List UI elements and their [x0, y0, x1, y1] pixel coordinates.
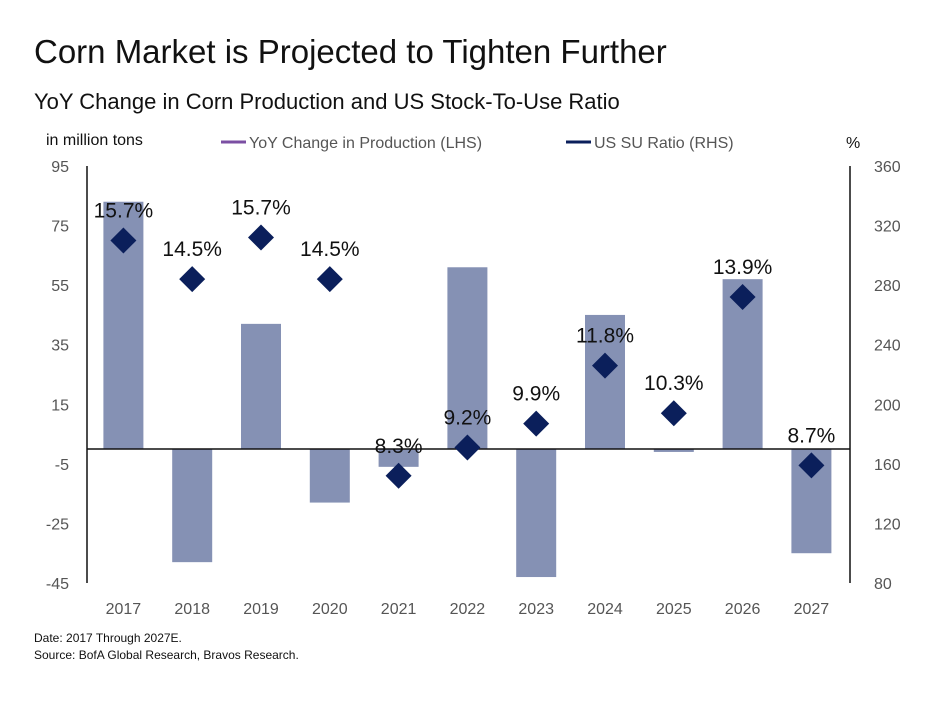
left-tick-label: -25 — [46, 516, 69, 533]
bar-production — [653, 448, 694, 452]
marker-su-ratio — [523, 410, 550, 437]
right-tick-label: 360 — [874, 159, 901, 176]
left-tick-label: 35 — [51, 338, 69, 355]
chart-title: Corn Market is Projected to Tighten Furt… — [34, 33, 667, 70]
x-tick-label: 2018 — [174, 601, 210, 618]
left-tick-label: 55 — [51, 278, 69, 295]
bar-production — [447, 267, 488, 449]
bar-production — [241, 323, 281, 449]
data-label-su-ratio: 11.8% — [576, 325, 634, 348]
marker-su-ratio — [660, 400, 687, 427]
bar-production — [172, 448, 213, 563]
right-tick-labels: 360 320 280 240 200 160 120 80 — [874, 159, 901, 593]
bar-production — [516, 448, 557, 578]
right-tick-label: 120 — [874, 516, 901, 533]
left-tick-label: -5 — [55, 457, 69, 474]
bar-production — [309, 448, 350, 503]
right-tick-label: 80 — [874, 576, 892, 593]
bar-production — [585, 314, 625, 449]
marker-su-ratio — [385, 462, 412, 489]
data-label-su-ratio: 8.7% — [787, 424, 835, 447]
legend: YoY Change in Production (LHS) US SU Rat… — [221, 135, 734, 152]
right-axis-label: % — [846, 135, 860, 152]
left-tick-label: 15 — [51, 397, 69, 414]
x-tick-labels: 2017 2018 2019 2020 2021 2022 2023 2024 2025 2026… — [106, 601, 830, 618]
data-label-su-ratio: 13.9% — [713, 256, 773, 279]
legend-label-production: YoY Change in Production (LHS) — [249, 135, 482, 152]
marker-su-ratio — [798, 452, 825, 479]
data-label-su-ratio: 8.3% — [375, 435, 423, 458]
right-tick-label: 160 — [874, 457, 901, 474]
marker-su-ratio — [454, 434, 481, 461]
legend-label-su-ratio: US SU Ratio (RHS) — [594, 135, 734, 152]
marker-su-ratio — [316, 266, 343, 293]
x-tick-label: 2022 — [450, 601, 486, 618]
x-tick-label: 2023 — [518, 601, 554, 618]
marker-su-ratio — [179, 266, 206, 293]
x-tick-label: 2017 — [106, 601, 142, 618]
x-tick-label: 2026 — [725, 601, 761, 618]
data-label-su-ratio: 9.2% — [443, 406, 491, 429]
data-label-su-ratio: 14.5% — [162, 238, 222, 261]
data-label-su-ratio: 15.7% — [231, 196, 291, 219]
marker-su-ratio — [248, 224, 274, 251]
left-tick-label: 75 — [51, 219, 69, 236]
x-tick-label: 2027 — [794, 601, 830, 618]
left-tick-label: -45 — [46, 576, 69, 593]
data-labels-layer: 15.7% 14.5% 15.7% 14.5% 8.3% 9.2% 9.9% 11.8% 10.… — [94, 196, 836, 457]
left-axis-label: in million tons — [46, 132, 143, 149]
right-tick-label: 200 — [874, 397, 901, 414]
x-tick-label: 2020 — [312, 601, 348, 618]
x-tick-label: 2019 — [243, 601, 279, 618]
bar-production — [378, 448, 419, 467]
chart-subtitle: YoY Change in Corn Production and US Sto… — [34, 89, 620, 114]
right-tick-label: 320 — [874, 219, 901, 236]
source-note: Source: BofA Global Research, Bravos Res… — [34, 648, 299, 662]
marker-su-ratio — [592, 352, 618, 379]
left-tick-label: 95 — [51, 159, 69, 176]
marker-su-ratio — [110, 227, 137, 254]
markers-layer — [110, 224, 825, 489]
data-label-su-ratio: 10.3% — [644, 372, 704, 395]
marker-su-ratio — [729, 284, 756, 311]
data-label-su-ratio: 14.5% — [300, 238, 360, 261]
x-tick-label: 2021 — [381, 601, 417, 618]
x-tick-label: 2025 — [656, 601, 692, 618]
right-tick-label: 240 — [874, 338, 901, 355]
date-note: Date: 2017 Through 2027E. — [34, 631, 182, 645]
data-label-su-ratio: 15.7% — [94, 199, 154, 222]
data-label-su-ratio: 9.9% — [512, 383, 560, 406]
left-tick-labels: 95 75 55 35 15 -5 -25 -45 — [46, 159, 69, 593]
x-tick-label: 2024 — [587, 601, 623, 618]
right-tick-label: 280 — [874, 278, 901, 295]
